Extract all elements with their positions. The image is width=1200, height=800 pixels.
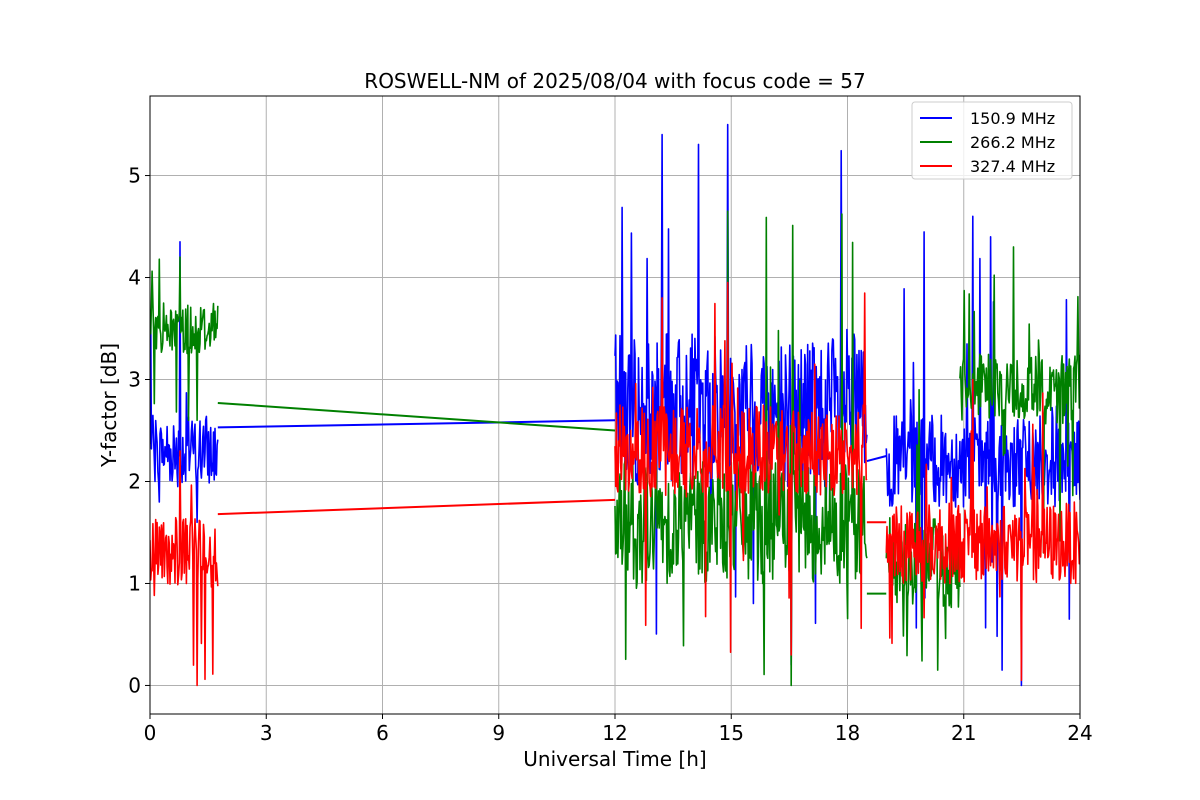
x-tick-label: 12 <box>602 721 627 745</box>
y-tick-label: 5 <box>128 164 141 188</box>
y-tick-label: 3 <box>128 368 141 392</box>
series-trace <box>150 450 219 687</box>
series-gap-line <box>217 401 616 432</box>
y-tick-label: 0 <box>128 673 141 697</box>
x-axis: 0 3 6 9 12 15 18 21 24 <box>144 714 1093 745</box>
x-tick-label: 18 <box>835 721 860 745</box>
x-tick-label: 21 <box>951 721 976 745</box>
series-trace <box>885 378 1080 682</box>
legend-frame <box>911 101 1073 180</box>
series-layer <box>150 123 1080 687</box>
series-trace <box>959 246 1080 554</box>
x-tick-label: 24 <box>1067 721 1092 745</box>
series-trace <box>150 256 219 422</box>
y-tick-label: 4 <box>128 266 141 290</box>
y-tick-label: 1 <box>128 571 141 595</box>
y-tick-label: 2 <box>128 469 141 493</box>
y-axis: 0 1 2 3 4 5 <box>128 164 150 697</box>
x-tick-label: 15 <box>719 721 744 745</box>
x-tick-label: 9 <box>492 721 505 745</box>
series-gap-line <box>217 498 616 516</box>
y-axis-label: Y-factor [dB] <box>97 343 121 468</box>
legend: 150.9 MHz 266.2 MHz 327.4 MHz <box>911 101 1073 180</box>
series-trace <box>614 281 868 656</box>
x-tick-label: 3 <box>260 721 273 745</box>
x-axis-label: Universal Time [h] <box>523 747 706 771</box>
series-trace <box>614 210 868 687</box>
x-tick-label: 6 <box>376 721 389 745</box>
series-327-4-mhz <box>150 281 1080 687</box>
legend-label: 266.2 MHz <box>970 133 1055 152</box>
x-tick-label: 0 <box>144 721 157 745</box>
legend-label: 327.4 MHz <box>970 157 1055 176</box>
series-trace <box>150 241 219 524</box>
series-gap-line <box>866 455 887 463</box>
legend-label: 150.9 MHz <box>970 109 1055 128</box>
chart-title: ROSWELL-NM of 2025/08/04 with focus code… <box>364 69 865 93</box>
series-gap-line <box>217 419 616 429</box>
